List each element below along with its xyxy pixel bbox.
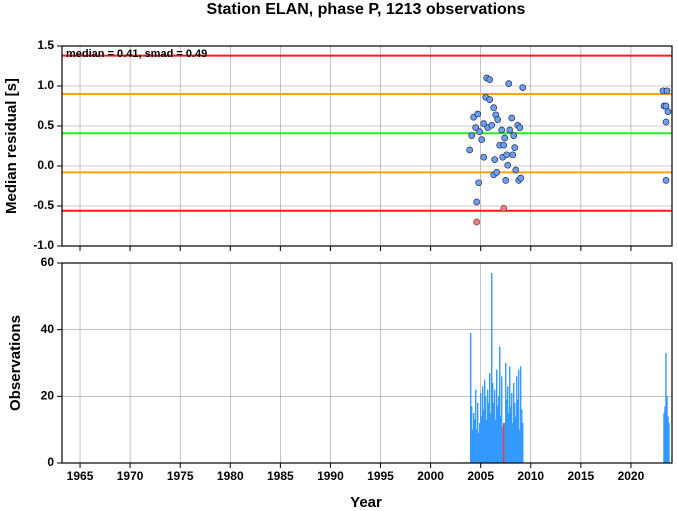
point — [493, 169, 501, 176]
x-tick-label: 2005 — [467, 469, 494, 483]
y-tick-label: 20 — [41, 389, 55, 403]
y-tick-label: 60 — [41, 255, 55, 269]
y-tick-label: 0.0 — [37, 158, 54, 172]
x-tick-label: 2000 — [417, 469, 444, 483]
point — [516, 124, 524, 131]
y-tick-label: -0.5 — [33, 198, 54, 212]
x-tick-label: 1990 — [317, 469, 344, 483]
point — [510, 132, 518, 139]
y-tick-label: 0.5 — [37, 118, 54, 132]
point — [478, 136, 486, 143]
outlier-point — [500, 205, 508, 212]
point — [502, 177, 510, 184]
point — [472, 124, 480, 131]
point — [473, 198, 481, 206]
point — [512, 166, 520, 174]
point — [486, 76, 494, 83]
y-tick-label: 1.5 — [37, 38, 54, 52]
x-tick-label: 1965 — [67, 469, 94, 483]
point — [490, 104, 498, 111]
plot-frame — [61, 262, 673, 464]
point — [486, 96, 494, 103]
x-tick-label: 1995 — [367, 469, 394, 483]
point — [503, 151, 511, 159]
x-tick-label: 1980 — [217, 469, 244, 483]
point — [511, 144, 519, 151]
y-tick-label: 1.0 — [37, 78, 54, 92]
x-tick-label: 1985 — [267, 469, 294, 483]
point — [468, 132, 476, 139]
point — [508, 114, 516, 122]
point — [663, 87, 671, 95]
point — [466, 146, 474, 154]
point — [662, 177, 670, 184]
point — [504, 161, 512, 169]
point — [498, 126, 506, 134]
point — [491, 156, 499, 163]
x-tick-label: 1970 — [117, 469, 144, 483]
plot-frame — [61, 45, 673, 247]
point — [662, 118, 670, 126]
point — [505, 80, 513, 87]
x-tick-label: 2010 — [517, 469, 544, 483]
y-axis-label: Observations — [7, 315, 24, 411]
x-tick-label: 1975 — [167, 469, 194, 483]
point — [662, 102, 670, 110]
point — [500, 141, 508, 149]
point — [480, 120, 488, 127]
point — [501, 134, 509, 142]
x-tick-label: 2020 — [618, 469, 645, 483]
point — [519, 84, 527, 91]
point — [509, 151, 517, 159]
point — [474, 110, 482, 118]
y-tick-label: 0 — [47, 455, 54, 469]
point — [480, 153, 488, 161]
point — [664, 108, 672, 115]
y-axis-label: Median residual [s] — [3, 78, 20, 214]
point — [494, 116, 502, 123]
outlier-point — [473, 218, 481, 226]
point — [476, 128, 484, 135]
point — [488, 121, 496, 129]
y-tick-label: -1.0 — [33, 238, 54, 252]
x-axis-label: Year — [350, 494, 382, 511]
annotation: median = 0.41, smad = 0.49 — [66, 48, 207, 60]
point — [517, 174, 525, 182]
point — [475, 179, 483, 187]
x-tick-label: 2015 — [567, 469, 594, 483]
chart-title: Station ELAN, phase P, 1213 observations — [207, 1, 526, 18]
y-tick-label: 40 — [41, 322, 55, 336]
point — [506, 126, 514, 134]
